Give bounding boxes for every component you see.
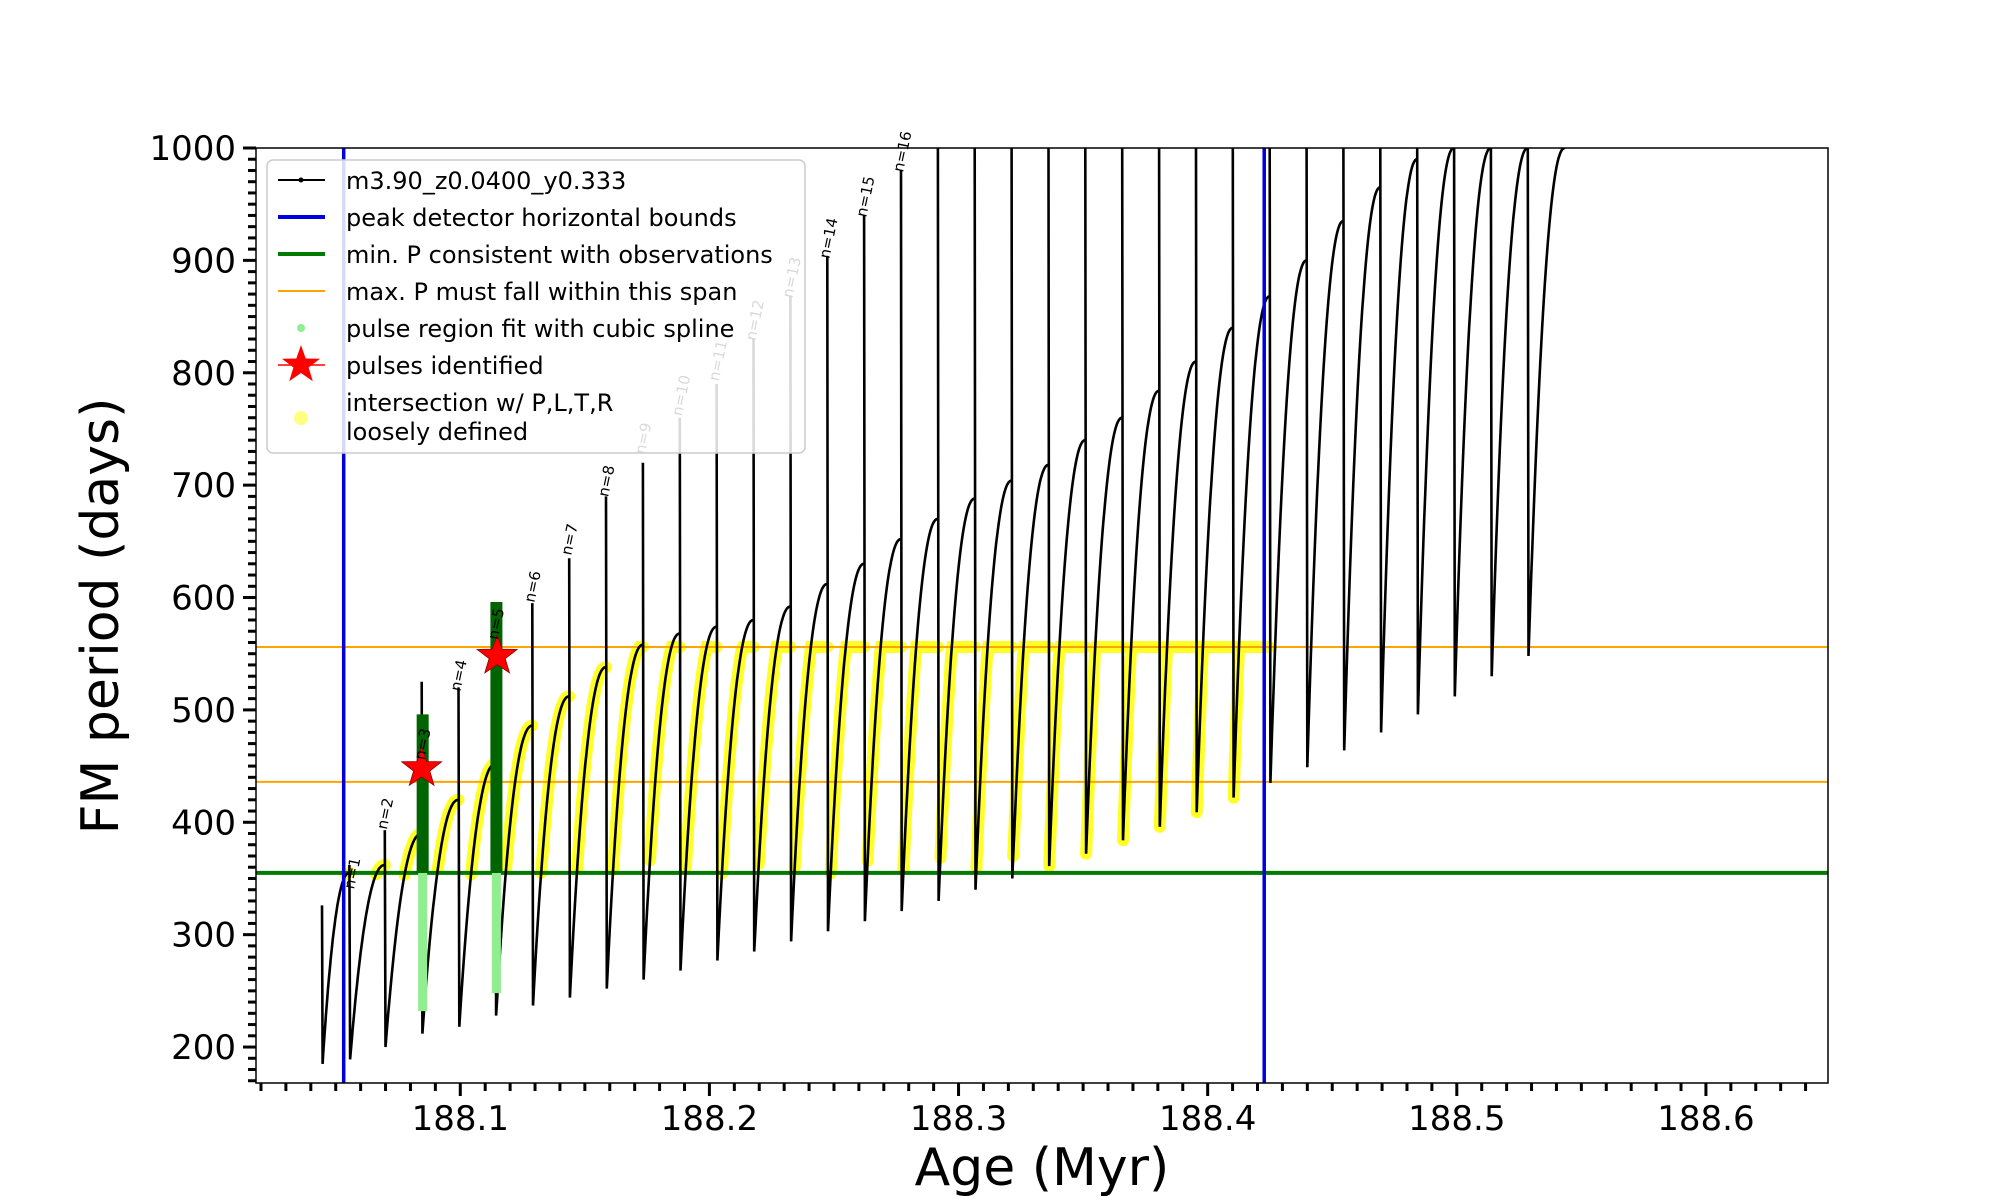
pulse-identified-star (400, 746, 443, 787)
y-tick-label: 400 (171, 803, 236, 843)
pulse-curve (715, 383, 754, 961)
x-tick-label: 188.4 (1159, 1099, 1256, 1139)
y-tick-label: 1000 (149, 129, 236, 169)
y-tick-label: 700 (171, 466, 236, 506)
intersection-band (431, 793, 465, 875)
legend-handle-dot (297, 324, 305, 332)
legend-handle-star (282, 345, 320, 382)
pulse-curve (1010, 148, 1049, 879)
x-tick-label: 188.3 (910, 1099, 1007, 1139)
intersection-band (500, 719, 539, 875)
pulse-curve (862, 215, 902, 922)
y-tick-label: 200 (171, 1028, 236, 1068)
pulse-curve (1268, 148, 1307, 783)
pulse-curve (899, 170, 939, 912)
pulse-curve (641, 462, 680, 980)
legend-handle-circle (294, 411, 308, 425)
pulse-curve (1194, 148, 1234, 813)
y-tick-label: 600 (171, 579, 236, 619)
pulse-number-label: n=15 (852, 175, 878, 219)
pulse-curve (420, 681, 459, 1034)
intersection-band (571, 661, 612, 876)
pulse-curve (1526, 148, 1565, 657)
pulse-number-label: n=6 (521, 569, 545, 604)
pulse-number-label: n=16 (889, 130, 915, 174)
pulse-curve (936, 148, 975, 901)
intersection-band (607, 641, 649, 876)
intersection-band (752, 641, 797, 870)
pulse-curve (457, 687, 496, 1027)
pulse-number-label: n=8 (594, 464, 618, 499)
legend-handle-marker (298, 177, 304, 183)
pulse-curve (383, 830, 422, 1048)
pulse-number-label: n=2 (373, 796, 397, 831)
pulse-curve (678, 417, 717, 971)
pulse-curve (567, 558, 607, 998)
pulse-curve (789, 296, 828, 942)
y-axis-label: FM period (days) (71, 398, 131, 835)
y-tick-label: 300 (171, 916, 236, 956)
y-tick-label: 800 (171, 354, 236, 394)
x-tick-label: 188.5 (1408, 1099, 1505, 1139)
pulse-number-label: n=4 (447, 658, 471, 693)
pulse-number-label: n=7 (557, 522, 581, 557)
pulse-curve (1379, 148, 1418, 733)
pulse-identified-star (476, 633, 519, 674)
pulse-number-label: n=5 (484, 606, 508, 641)
pulse-curve (973, 148, 1012, 890)
pulse-curve (1047, 148, 1086, 867)
period-track (320, 148, 1565, 1064)
legend-label: m3.90_z0.0400_y0.333 (346, 167, 626, 195)
pulse-curve (826, 255, 865, 932)
pulse-curve (1415, 148, 1455, 715)
intersection-band (1117, 641, 1166, 847)
x-tick-label: 188.6 (1657, 1099, 1754, 1139)
pulse-curve (1157, 148, 1197, 827)
intersection-band (535, 690, 576, 879)
legend-box (266, 159, 806, 454)
legend-label: intersection w/ P,L,T,R (346, 389, 613, 417)
pulse-curve (604, 496, 644, 989)
pulse-curve (531, 603, 570, 1006)
legend-label: min. P consistent with observations (346, 241, 773, 269)
pulse-number-label: n=3 (411, 727, 435, 762)
pulse-curve (1305, 148, 1344, 768)
legend-label: pulse region fit with cubic spline (346, 315, 734, 343)
pulse-number-label: n=14 (816, 216, 842, 260)
x-tick-label: 188.2 (661, 1099, 758, 1139)
pulse-curve (1342, 148, 1381, 751)
y-tick-label: 500 (171, 691, 236, 731)
x-axis-label: Age (Myr) (915, 1138, 1170, 1198)
pulse-curve (1084, 148, 1123, 854)
y-tick-label: 900 (171, 241, 236, 281)
pulse-curve (1452, 148, 1492, 697)
plot-frame (255, 147, 1829, 1084)
intersection-band (788, 641, 834, 874)
pulse-curve (494, 655, 533, 1016)
x-tick-label: 188.1 (412, 1099, 509, 1139)
legend-label: max. P must fall within this span (346, 278, 737, 306)
pulse-curve (1489, 148, 1529, 677)
pulse-curve (348, 863, 385, 1060)
legend-label: peak detector horizontal bounds (346, 204, 737, 232)
legend-label: pulses identified (346, 352, 544, 380)
legend-label: loosely defined (346, 418, 528, 446)
pulse-curve (752, 338, 791, 952)
pulse-curve (1120, 148, 1160, 841)
